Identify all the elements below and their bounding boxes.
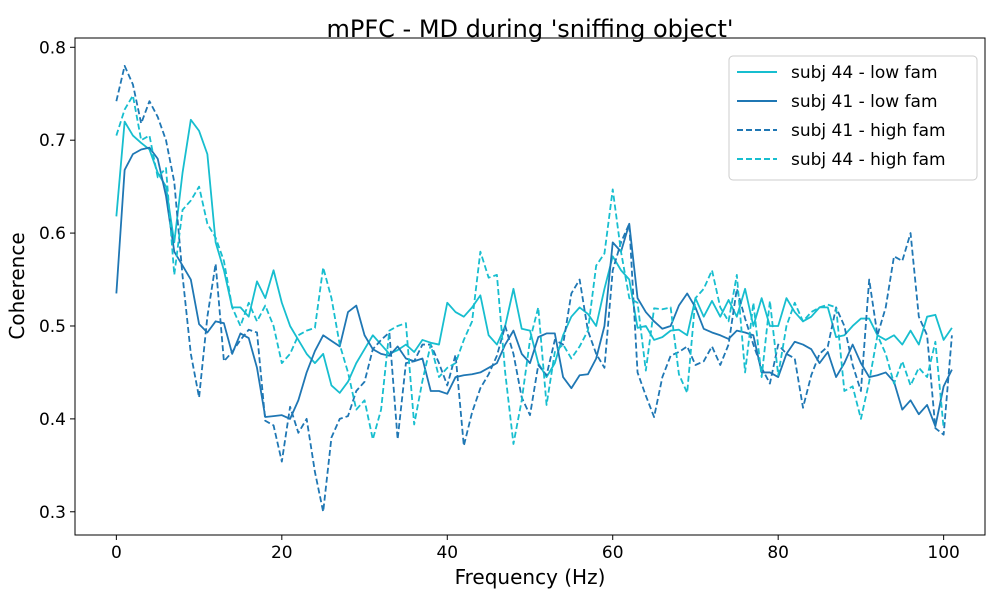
series-line-4 <box>115 94 945 445</box>
y-tick-label: 0.4 <box>39 410 66 430</box>
plot-frame <box>74 37 986 536</box>
legend-label: subj 44 - high fam <box>791 150 946 170</box>
y-tick-label: 0.8 <box>39 38 66 58</box>
y-axis-label: Coherence <box>5 232 29 339</box>
series-line-1 <box>115 118 953 394</box>
x-axis: 0 20 40 60 80 100 <box>111 535 960 563</box>
y-tick-label: 0.6 <box>39 224 66 244</box>
series-line-3 <box>115 64 953 513</box>
y-tick-label: 0.7 <box>39 131 66 151</box>
y-tick-label: 0.3 <box>39 503 66 523</box>
plot-area <box>115 64 953 513</box>
x-tick-label: 0 <box>111 543 122 563</box>
y-tick-label: 0.5 <box>39 317 66 337</box>
y-axis: 0.3 0.4 0.5 0.6 0.7 0.8 <box>39 38 75 523</box>
x-tick-label: 60 <box>602 543 624 563</box>
legend: subj 44 - low fam subj 41 - low fam subj 4… <box>728 55 978 181</box>
x-tick-label: 100 <box>927 543 959 563</box>
x-tick-label: 20 <box>271 543 293 563</box>
series-line-2 <box>115 146 953 428</box>
legend-box <box>728 55 978 181</box>
x-tick-label: 40 <box>436 543 458 563</box>
legend-label: subj 41 - low fam <box>791 92 938 112</box>
chart-title: mPFC - MD during 'sniffing object' <box>326 15 733 43</box>
x-tick-label: 80 <box>767 543 789 563</box>
legend-label: subj 41 - high fam <box>791 121 946 141</box>
legend-label: subj 44 - low fam <box>791 63 938 83</box>
x-axis-label: Frequency (Hz) <box>455 565 606 589</box>
